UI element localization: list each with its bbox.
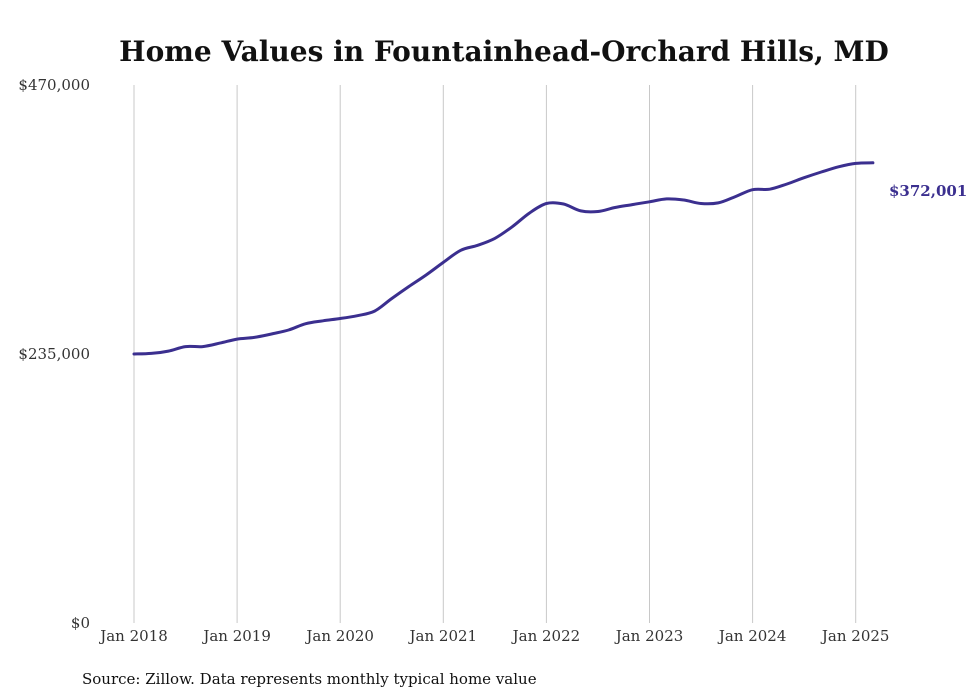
y-tick-label: $0 — [71, 614, 90, 632]
x-tick-label: Jan 2021 — [408, 627, 478, 645]
chart-title: Home Values in Fountainhead-Orchard Hill… — [119, 35, 889, 68]
x-tick-label: Jan 2020 — [304, 627, 374, 645]
x-tick-label: Jan 2025 — [820, 627, 890, 645]
y-axis-ticks: $0 $235,000 $470,000 — [18, 76, 90, 632]
x-tick-label: Jan 2023 — [614, 627, 684, 645]
series-layer — [132, 161, 875, 356]
y-tick-label: $235,000 — [18, 345, 90, 363]
end-value-label: $372,001 — [889, 182, 967, 200]
x-tick-label: Jan 2022 — [511, 627, 581, 645]
x-axis-ticks: Jan 2018 Jan 2019 Jan 2020 Jan 2021 Jan 2022… — [98, 627, 889, 645]
y-tick-label: $470,000 — [18, 76, 90, 94]
series-line-0 — [132, 161, 875, 356]
x-tick-label: Jan 2024 — [717, 627, 787, 645]
x-tick-label: Jan 2019 — [201, 627, 271, 645]
source-note: Source: Zillow. Data represents monthly … — [82, 670, 537, 688]
gridlines — [133, 85, 857, 623]
x-tick-label: Jan 2018 — [98, 627, 168, 645]
